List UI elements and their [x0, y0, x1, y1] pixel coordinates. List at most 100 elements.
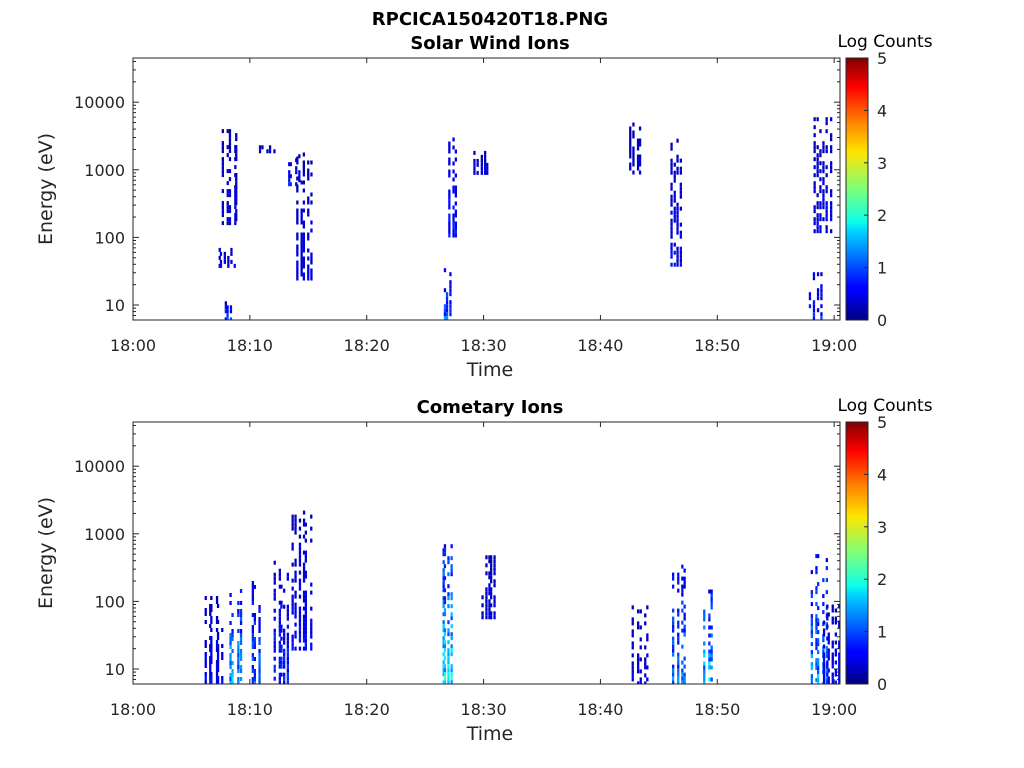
spectrogram-cell — [286, 652, 289, 657]
spectrogram-cell — [812, 304, 816, 309]
spectrogram-cell — [629, 142, 632, 147]
spectrogram-cell — [286, 636, 289, 641]
spectrogram-cell — [210, 648, 213, 652]
spectrogram-cell — [443, 668, 447, 673]
spectrogram-cell — [450, 592, 453, 597]
spectrogram-cell — [235, 149, 238, 154]
spectrogram-cell — [670, 262, 673, 267]
spectrogram-cell — [703, 641, 706, 646]
spectrogram-cell — [638, 138, 642, 143]
spectrogram-cell — [825, 185, 828, 190]
spectrogram-cell — [307, 200, 310, 205]
spectrogram-cell — [210, 596, 213, 600]
spectrogram-cell — [673, 170, 676, 175]
spectrogram-cell — [449, 312, 452, 317]
spectrogram-cell — [283, 588, 286, 593]
spectrogram-cell — [454, 209, 457, 214]
spectrogram-cell — [710, 597, 713, 602]
spectrogram-cell — [304, 550, 307, 555]
energy-cluster — [291, 510, 313, 651]
spectrogram-cell — [443, 608, 447, 613]
spectrogram-cell — [813, 117, 816, 122]
spectrogram-cell — [826, 672, 829, 677]
spectrogram-cell — [646, 605, 649, 610]
energy-cluster — [204, 596, 224, 684]
spectrogram-cell — [204, 672, 207, 676]
spectrogram-cell — [302, 570, 306, 575]
spectrogram-cell — [221, 680, 224, 684]
spectrogram-cell — [450, 648, 453, 653]
spectrogram-cell — [670, 222, 673, 227]
spectrogram-cell — [298, 614, 302, 619]
spectrogram-cell — [228, 217, 232, 222]
spectrogram-cell — [834, 616, 837, 621]
spectrogram-cell — [283, 660, 286, 665]
spectrogram-cell — [442, 644, 445, 649]
spectrogram-cell — [815, 666, 818, 671]
spectrogram-cell — [234, 221, 237, 226]
spectrogram-cell — [253, 641, 256, 645]
spectrogram-cell — [485, 591, 488, 596]
spectrogram-cell — [673, 174, 676, 179]
spectrogram-cell — [826, 624, 829, 629]
spectrogram-cell — [291, 638, 294, 643]
spectrogram-cell — [819, 217, 822, 222]
spectrogram-cell — [298, 178, 301, 183]
spectrogram-cell — [816, 288, 820, 293]
spectrogram-cell — [258, 637, 261, 641]
spectrogram-cell — [307, 168, 310, 173]
spectrogram-cell — [226, 309, 229, 314]
spectrogram-cell — [226, 201, 229, 206]
spectrogram-cell — [827, 656, 830, 661]
spectrogram-cell — [298, 638, 302, 643]
spectrogram-cell — [302, 534, 306, 539]
spectrogram-cell — [813, 165, 816, 170]
spectrogram-cell — [235, 209, 238, 214]
spectrogram-cell — [280, 600, 283, 605]
spectrogram-cell — [710, 589, 713, 594]
spectrogram-cell — [286, 660, 289, 665]
spectrogram-cell — [294, 606, 297, 611]
spectrogram-cell — [442, 600, 445, 605]
spectrogram-cell — [226, 181, 229, 186]
spectrogram-cell — [296, 160, 299, 165]
spectrogram-cell — [452, 189, 455, 194]
spectrogram-cell — [258, 617, 261, 621]
spectrogram-cell — [676, 250, 679, 255]
spectrogram-cell — [273, 636, 276, 641]
spectrogram-cell — [708, 677, 711, 682]
spectrogram-cell — [710, 605, 713, 610]
spectrogram-cell — [294, 622, 297, 627]
spectrogram-cell — [286, 672, 289, 677]
spectrogram-cell — [644, 657, 647, 662]
spectrogram-cell — [251, 581, 254, 585]
spectrogram-cell — [283, 676, 286, 681]
spectrogram-cell — [493, 563, 496, 568]
spectrogram-cell — [834, 668, 837, 673]
spectrogram-cell — [830, 169, 833, 174]
spectrogram-cell — [300, 208, 303, 213]
spectrogram-cell — [448, 145, 451, 150]
spectrogram-cell — [638, 170, 642, 175]
spectrogram-cell — [473, 150, 476, 155]
spectrogram-cell — [300, 268, 303, 273]
spectrogram-cell — [810, 642, 813, 647]
spectrogram-cell — [493, 583, 496, 588]
spectrogram-cell — [302, 578, 306, 583]
spectrogram-cell — [296, 272, 299, 277]
spectrogram-cell — [710, 593, 713, 598]
spectrogram-cell — [683, 576, 686, 581]
spectrogram-cell — [838, 680, 840, 684]
panel-title: Solar Wind Ions — [410, 33, 569, 54]
spectrogram-cell — [822, 149, 825, 154]
spectrogram-cell — [677, 636, 680, 641]
spectrogram-cell — [632, 158, 635, 163]
spectrogram-cell — [681, 676, 684, 681]
spectrogram-cell — [637, 669, 640, 674]
spectrogram-cell — [834, 660, 837, 665]
spectrogram-cell — [646, 633, 649, 638]
spectrogram-cell — [485, 607, 488, 612]
spectrogram-cell — [251, 637, 254, 641]
spectrogram-cell — [484, 154, 487, 159]
spectrogram-cell — [825, 229, 828, 234]
